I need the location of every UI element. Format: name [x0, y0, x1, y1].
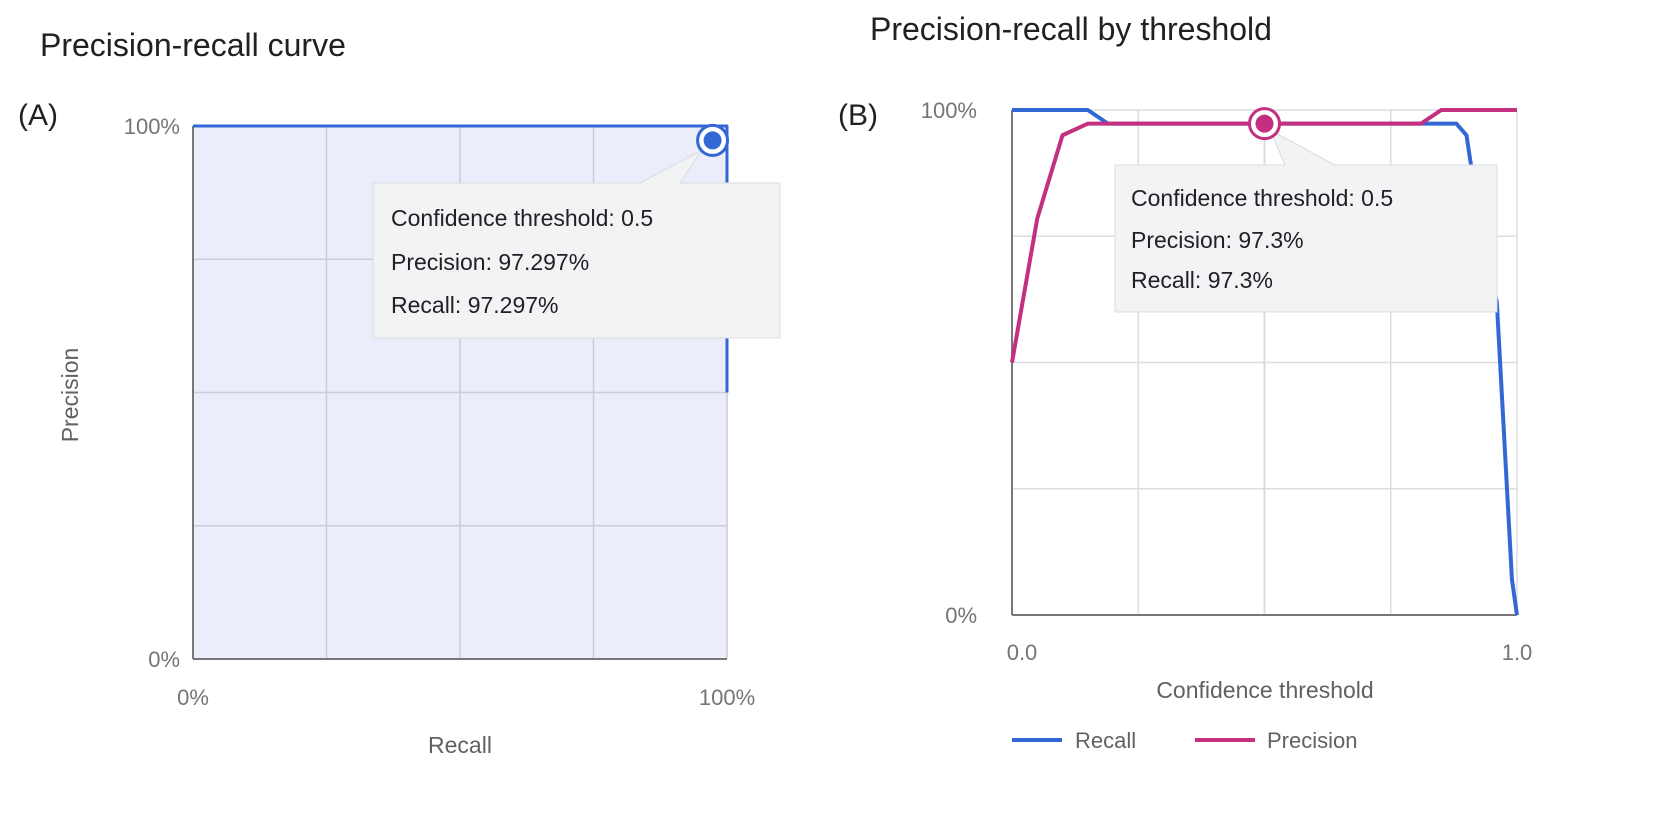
chart-a-title: Precision-recall curve	[40, 27, 346, 63]
y-axis-label: Precision	[57, 348, 83, 443]
tooltip-a-precision: Precision: 97.297%	[391, 249, 589, 275]
legend: Recall Precision	[1012, 728, 1357, 753]
tooltip-b: Confidence threshold: 0.5 Precision: 97.…	[1114, 128, 1498, 313]
chart-a: Precision-recall curve (A) 100% 0% 0% 10…	[18, 27, 781, 758]
chart-a-panel-label: (A)	[18, 99, 58, 132]
legend-precision-label[interactable]: Precision	[1267, 728, 1357, 753]
precision-series-line	[1010, 108, 1517, 363]
chart-b: Precision-recall by threshold (B) 100% 0…	[838, 11, 1532, 753]
chart-b-panel-label: (B)	[838, 99, 878, 132]
highlight-point	[703, 131, 722, 150]
x-tick-100: 100%	[699, 685, 755, 710]
highlight-point	[1255, 114, 1274, 133]
tooltip-b-recall: Recall: 97.3%	[1131, 267, 1273, 293]
tooltip-b-precision: Precision: 97.3%	[1131, 227, 1304, 253]
y-tick-0: 0%	[148, 647, 180, 672]
tooltip-a-recall: Recall: 97.297%	[391, 292, 559, 318]
tooltip-b-threshold: Confidence threshold: 0.5	[1131, 185, 1393, 211]
x-tick-0: 0%	[177, 685, 209, 710]
x-axis-label: Confidence threshold	[1156, 677, 1373, 703]
recall-series-line	[1012, 108, 1519, 616]
tooltip-a: Confidence threshold: 0.5 Precision: 97.…	[372, 149, 781, 339]
chart-b-highlight[interactable]	[1248, 107, 1281, 141]
y-tick-100: 100%	[124, 114, 180, 139]
y-tick-0: 0%	[945, 603, 977, 628]
x-axis-label: Recall	[428, 732, 492, 758]
chart-b-title: Precision-recall by threshold	[870, 11, 1272, 47]
legend-recall-label[interactable]: Recall	[1075, 728, 1136, 753]
x-tick-1: 1.0	[1502, 640, 1533, 665]
x-tick-0: 0.0	[1007, 640, 1038, 665]
y-tick-100: 100%	[921, 98, 977, 123]
tooltip-a-threshold: Confidence threshold: 0.5	[391, 205, 653, 231]
chart-a-highlight[interactable]	[696, 123, 730, 157]
